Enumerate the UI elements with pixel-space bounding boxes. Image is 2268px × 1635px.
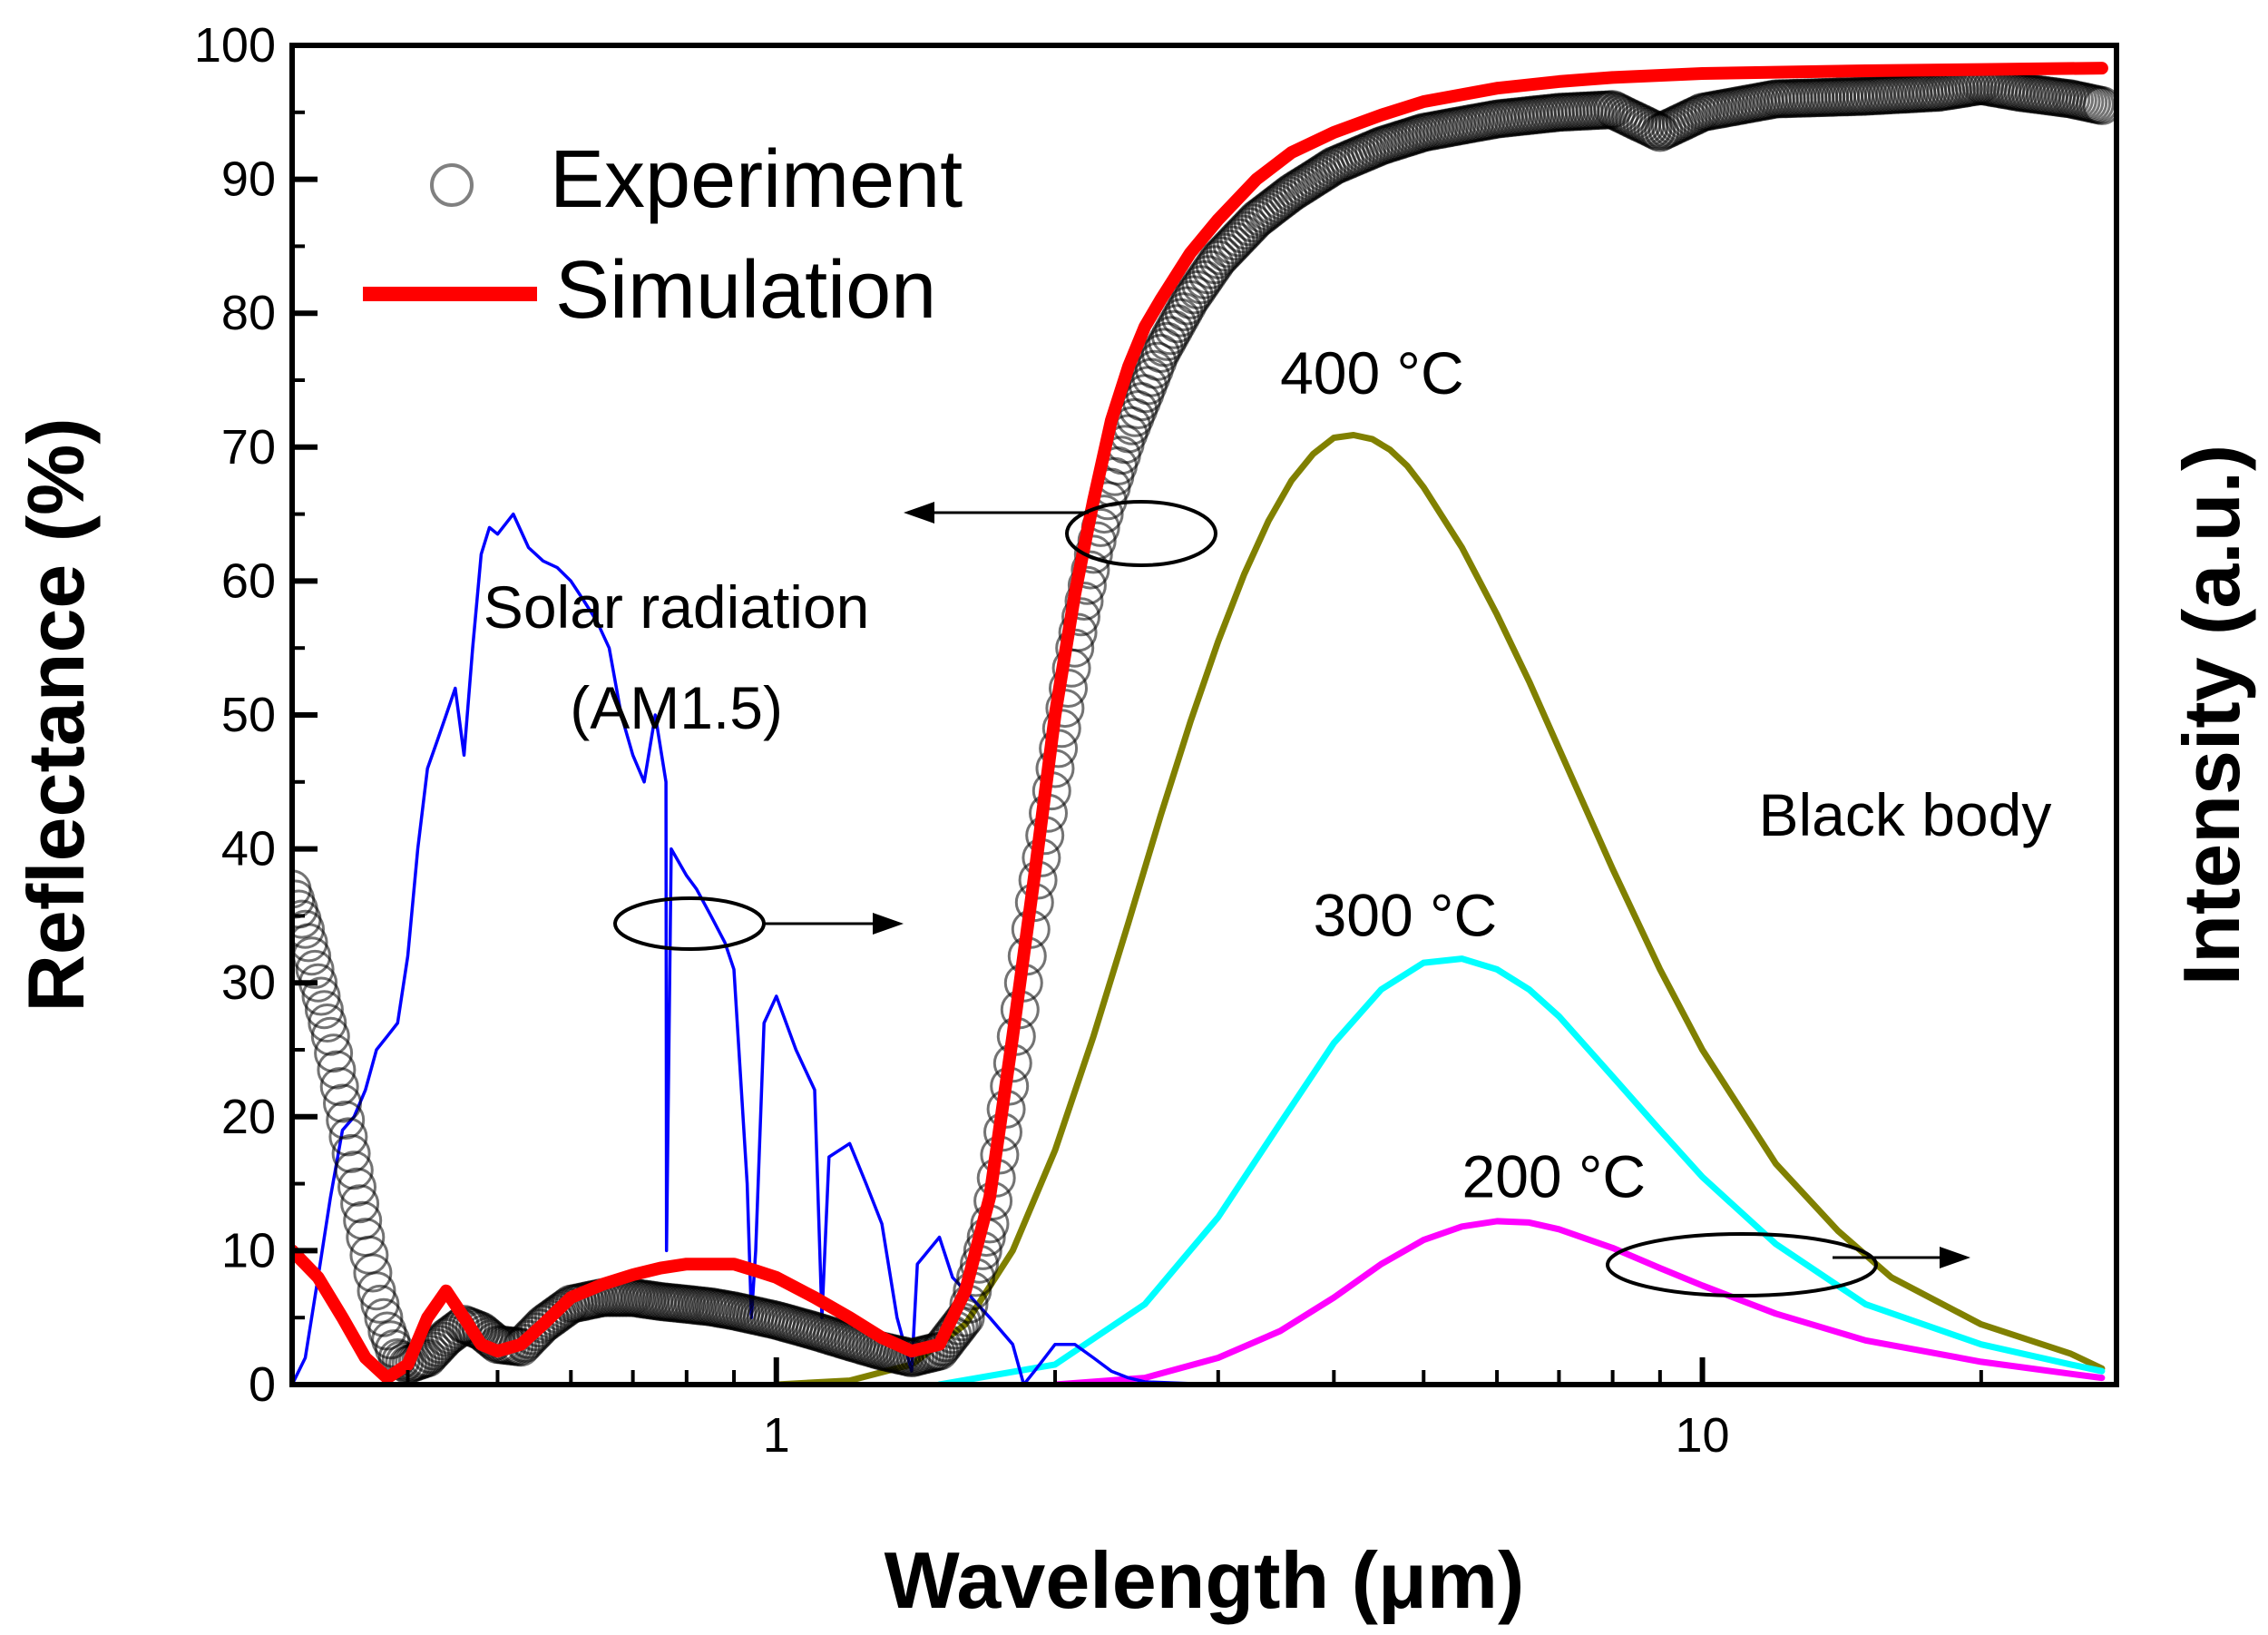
series-line-solar-radiation-am1-5 xyxy=(292,512,1336,1385)
plot-marks xyxy=(292,62,2116,1385)
experiment-point xyxy=(310,1016,350,1056)
reflectance-curve-ellipse xyxy=(1065,500,1217,567)
solar-axis-indicator xyxy=(613,896,904,951)
experiment-point xyxy=(301,976,341,1016)
annotation-200c: 200 °C xyxy=(1462,1142,1647,1209)
legend-experiment-label: Experiment xyxy=(550,134,963,225)
experiment-point xyxy=(323,1083,362,1123)
y-tick-label: 60 xyxy=(221,553,276,608)
annotation-solar-radiation: Solar radiation xyxy=(484,573,870,641)
experiment-point xyxy=(364,1297,404,1337)
legend-experiment-marker xyxy=(430,163,474,207)
y-tick-label: 100 xyxy=(194,18,276,73)
left-axis-indicator xyxy=(904,500,1217,567)
experiment-point xyxy=(1144,328,1184,367)
experiment-point xyxy=(292,923,328,963)
y-tick-label: 70 xyxy=(221,420,276,475)
experiment-point xyxy=(295,949,335,989)
experiment-point xyxy=(360,1284,400,1324)
experiment-point xyxy=(340,1184,380,1224)
experiment-point xyxy=(353,1253,393,1293)
legend: Experiment Simulation xyxy=(363,134,963,336)
y-tick-label: 10 xyxy=(221,1223,276,1278)
x-tick-label: 1 xyxy=(763,1408,790,1463)
blackbody-right-arrow-head xyxy=(1940,1247,1970,1268)
y-tick-label: 90 xyxy=(221,152,276,207)
left-arrow-head xyxy=(904,502,934,524)
y-tick-label: 0 xyxy=(249,1357,276,1412)
experiment-point xyxy=(292,936,332,976)
experiment-point xyxy=(337,1167,376,1207)
solar-curve-ellipse xyxy=(613,896,766,951)
x-axis-title: Wavelength (μm) xyxy=(885,1535,1525,1625)
experiment-point xyxy=(314,1033,354,1073)
y-tick-label: 20 xyxy=(221,1090,276,1144)
experiment-point xyxy=(317,1050,357,1090)
experiment-point xyxy=(1070,550,1110,590)
experiment-point xyxy=(308,1004,347,1043)
experiment-point xyxy=(2082,85,2116,125)
experiment-point xyxy=(292,909,325,949)
experiment-point xyxy=(357,1271,396,1311)
experiment-point xyxy=(1140,334,1180,373)
blackbody-curve-ellipse xyxy=(1606,1232,1878,1297)
series-line-300-c xyxy=(936,955,2106,1385)
solar-right-arrow-head xyxy=(873,913,904,935)
experiment-point xyxy=(331,1133,371,1173)
experiment-point xyxy=(304,990,344,1030)
annotation-black-body: Black body xyxy=(1759,781,2052,848)
experiment-point xyxy=(1158,304,1198,344)
experiment-point xyxy=(319,1067,359,1107)
experiment-point xyxy=(1067,565,1107,605)
x-tick-label: 10 xyxy=(1676,1408,1730,1463)
experiment-point xyxy=(1061,597,1100,637)
experiment-point xyxy=(1073,534,1113,574)
annotation-am15: (AM1.5) xyxy=(570,674,783,741)
annotation-300c: 300 °C xyxy=(1314,882,1498,949)
annotation-400c: 400 °C xyxy=(1280,339,1464,406)
experiment-point xyxy=(326,1101,366,1140)
experiment-point xyxy=(1150,316,1190,356)
legend-simulation-label: Simulation xyxy=(555,245,936,336)
series-line-400-c xyxy=(773,432,2106,1385)
y-tick-label: 80 xyxy=(221,286,276,340)
series-line-200-c xyxy=(1051,1218,2106,1385)
y2-axis-title: Intensity (a.u.) xyxy=(2166,445,2256,986)
experiment-point xyxy=(1154,309,1194,349)
series-line-simulation xyxy=(292,62,2108,1385)
y-tick-label: 40 xyxy=(221,822,276,876)
experiment-point xyxy=(328,1117,368,1157)
experiment-point xyxy=(1148,321,1188,361)
blackbody-axis-indicator xyxy=(1606,1232,1970,1297)
y-tick-label: 50 xyxy=(221,688,276,742)
experiment-point xyxy=(1064,582,1104,621)
experiment-point xyxy=(334,1150,374,1190)
y-tick-label: 30 xyxy=(221,955,276,1010)
y-axis-title: Reflectance (%) xyxy=(11,417,101,1012)
series-experiment-points xyxy=(292,65,2116,1385)
